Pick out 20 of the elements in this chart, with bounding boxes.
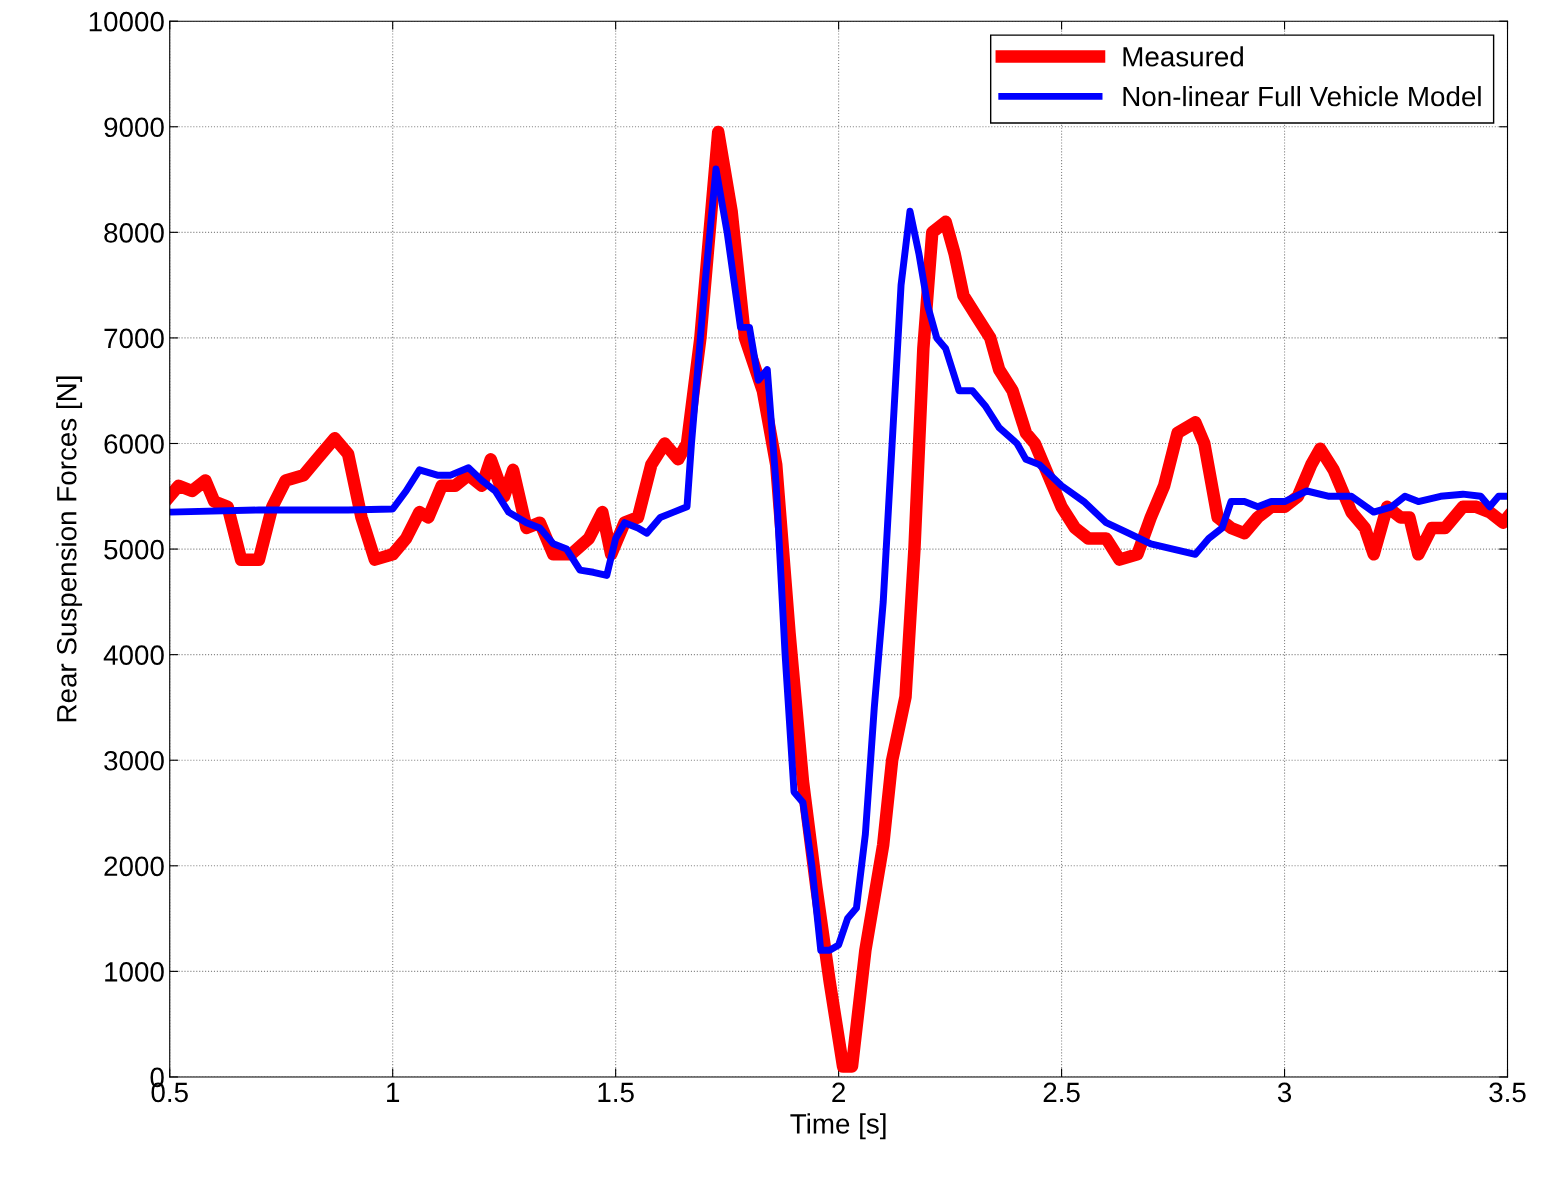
x-tick-label: 3.5: [1489, 1082, 1526, 1103]
y-tick-label: 2000: [104, 856, 164, 877]
x-tick-label: 3: [1277, 1082, 1292, 1103]
legend-label: Non-linear Full Vehicle Model: [1123, 85, 1481, 107]
legend-label: Measured: [1123, 46, 1243, 67]
x-tick-label: 2: [832, 1082, 845, 1102]
y-tick-label: 3000: [104, 750, 164, 771]
x-axis-title: Time [s]: [790, 1113, 886, 1140]
y-tick-label: 6000: [104, 434, 164, 454]
y-tick-label: 7000: [104, 328, 164, 349]
x-tick-label: 1: [387, 1082, 400, 1102]
y-tick-label: 10000: [89, 11, 164, 32]
y-tick-label: 8000: [104, 223, 164, 243]
y-tick-label: 9000: [104, 117, 164, 138]
x-tick-label: 2.5: [1043, 1082, 1080, 1103]
y-axis-title: Rear Suspension Forces [N]: [56, 376, 83, 722]
y-tick-label: 1000: [105, 962, 164, 982]
x-tick-label: 1.5: [598, 1082, 634, 1103]
y-tick-label: 5000: [104, 539, 164, 560]
y-tick-label: 4000: [103, 645, 164, 665]
